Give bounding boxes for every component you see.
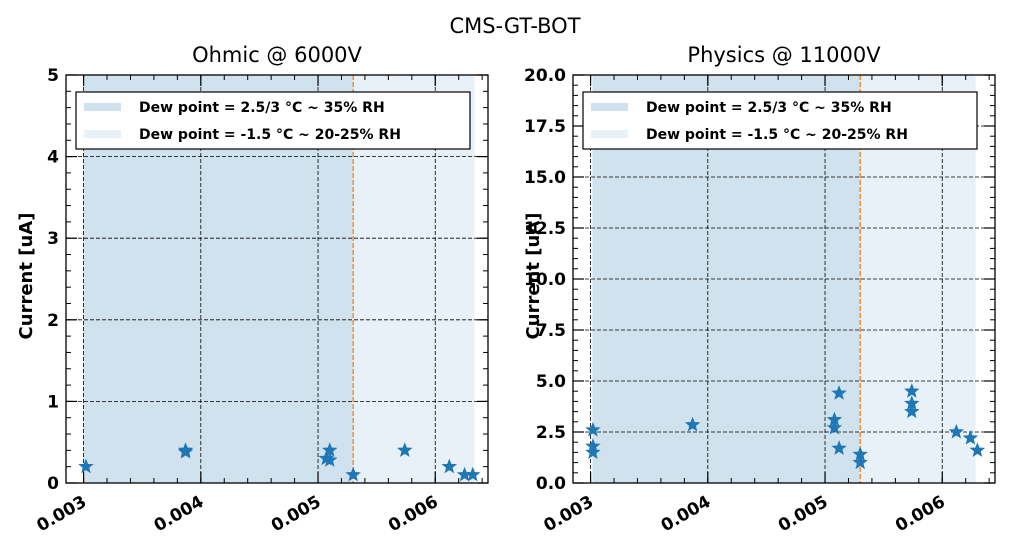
legend-label: Dew point = -1.5 °C ~ 20-25% RH bbox=[646, 127, 908, 143]
y-tick-label: 4 bbox=[47, 148, 59, 168]
legend-box bbox=[582, 91, 978, 150]
y-tick-label: 5 bbox=[47, 66, 59, 86]
data-point bbox=[78, 458, 94, 474]
legend-swatch bbox=[591, 103, 628, 111]
data-point bbox=[831, 385, 847, 400]
data-point bbox=[962, 430, 979, 445]
data-point bbox=[831, 440, 847, 455]
x-tick-label: 0.005 bbox=[775, 492, 832, 536]
y-tick-label: 7.5 bbox=[536, 321, 566, 341]
legend: Dew point = 2.5/3 °C ~ 35% RH Dew point =… bbox=[582, 91, 978, 150]
chart-panel-ohmic: 0.003 0.004 0.005 0.006 0 1 2 3 4 5 Ohmic @ 6000V C… bbox=[16, 43, 489, 536]
data-point bbox=[585, 421, 601, 437]
data-point bbox=[585, 444, 601, 459]
panel-title: Ohmic @ 6000V bbox=[192, 43, 362, 67]
legend-swatch bbox=[84, 103, 121, 111]
data-point bbox=[904, 403, 920, 419]
data-point bbox=[948, 423, 965, 439]
legend-swatch bbox=[84, 130, 121, 138]
legend-label: Dew point = 2.5/3 °C ~ 35% RH bbox=[139, 100, 385, 116]
data-point bbox=[684, 416, 701, 432]
y-axis-label: Current [uA] bbox=[523, 213, 544, 340]
legend-label: Dew point = 2.5/3 °C ~ 35% RH bbox=[646, 100, 892, 116]
figure-title: CMS-GT-BOT bbox=[449, 14, 580, 38]
y-tick-label: 2 bbox=[47, 311, 59, 331]
legend: Dew point = 2.5/3 °C ~ 35% RH Dew point =… bbox=[75, 91, 471, 150]
y-tick-label: 20.0 bbox=[524, 66, 566, 86]
legend-box bbox=[75, 91, 471, 150]
chart-panel-physics: 0.003 0.004 0.005 0.006 0.0 2.5 5.0 7.5 10.0 12.5… bbox=[523, 43, 996, 536]
y-tick-label: 12.5 bbox=[524, 219, 566, 239]
y-tick-label: 1 bbox=[47, 392, 59, 412]
legend-label: Dew point = -1.5 °C ~ 20-25% RH bbox=[139, 127, 401, 143]
data-point bbox=[322, 452, 338, 467]
x-tick-label: 0.004 bbox=[658, 492, 715, 536]
x-tick-label: 0.006 bbox=[892, 492, 949, 536]
y-tick-label: 10.0 bbox=[524, 270, 566, 290]
x-tick-label: 0.004 bbox=[151, 492, 208, 536]
y-tick-label: 2.5 bbox=[536, 423, 566, 443]
data-point bbox=[441, 458, 458, 474]
x-tick-label: 0.003 bbox=[34, 492, 91, 536]
x-tick-label: 0.003 bbox=[541, 492, 598, 536]
y-tick-label: 5.0 bbox=[536, 372, 566, 392]
data-point bbox=[465, 466, 481, 482]
y-tick-label: 15.0 bbox=[524, 168, 566, 188]
data-point bbox=[852, 454, 868, 470]
panel-title: Physics @ 11000V bbox=[687, 43, 881, 67]
data-point bbox=[826, 419, 843, 435]
y-tick-label: 17.5 bbox=[524, 117, 566, 137]
x-tick-label: 0.006 bbox=[385, 492, 442, 536]
y-tick-label: 3 bbox=[47, 229, 59, 249]
data-point bbox=[177, 443, 194, 459]
data-point bbox=[969, 442, 986, 457]
data-point bbox=[397, 442, 413, 457]
y-tick-label: 0 bbox=[47, 474, 59, 494]
legend-swatch bbox=[591, 130, 628, 138]
plot-frame bbox=[65, 74, 489, 484]
data-point bbox=[345, 466, 361, 482]
data-point bbox=[904, 383, 920, 398]
y-axis-label: Current [uA] bbox=[16, 213, 37, 340]
x-tick-label: 0.005 bbox=[268, 492, 325, 536]
y-tick-label: 0.0 bbox=[536, 474, 566, 494]
